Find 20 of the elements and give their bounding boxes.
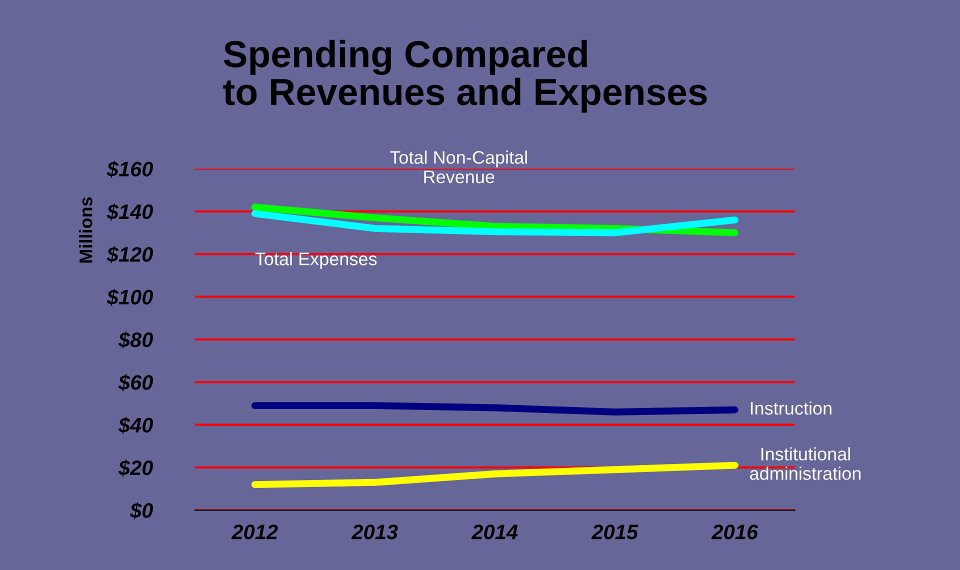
y-tick-label: $140: [106, 203, 154, 220]
x-tick-label: 2013: [351, 524, 398, 540]
series-label: Total Expenses: [255, 252, 377, 269]
series-label: Institutional administration: [750, 447, 861, 480]
y-tick-label: $100: [106, 288, 154, 306]
y-tick-label: $40: [118, 416, 154, 434]
y-axis-title: Millions: [79, 197, 92, 263]
y-tick-label: $160: [106, 160, 154, 178]
x-tick-label: 2016: [711, 524, 758, 540]
y-tick-label: $120: [106, 246, 154, 264]
x-tick-label: 2015: [591, 524, 638, 540]
chart-title: Spending Compared to Revenues and Expenses: [223, 40, 707, 113]
y-tick-label: $0: [130, 502, 154, 520]
x-tick-label: 2012: [231, 524, 278, 540]
y-tick-label: $60: [118, 374, 154, 392]
series-label: Instruction: [750, 401, 832, 415]
y-tick-label: $20: [118, 460, 154, 477]
x-tick-label: 2014: [471, 524, 518, 540]
y-tick-label: $80: [118, 332, 154, 349]
series-label: Total Non-Capital Revenue: [390, 150, 527, 184]
